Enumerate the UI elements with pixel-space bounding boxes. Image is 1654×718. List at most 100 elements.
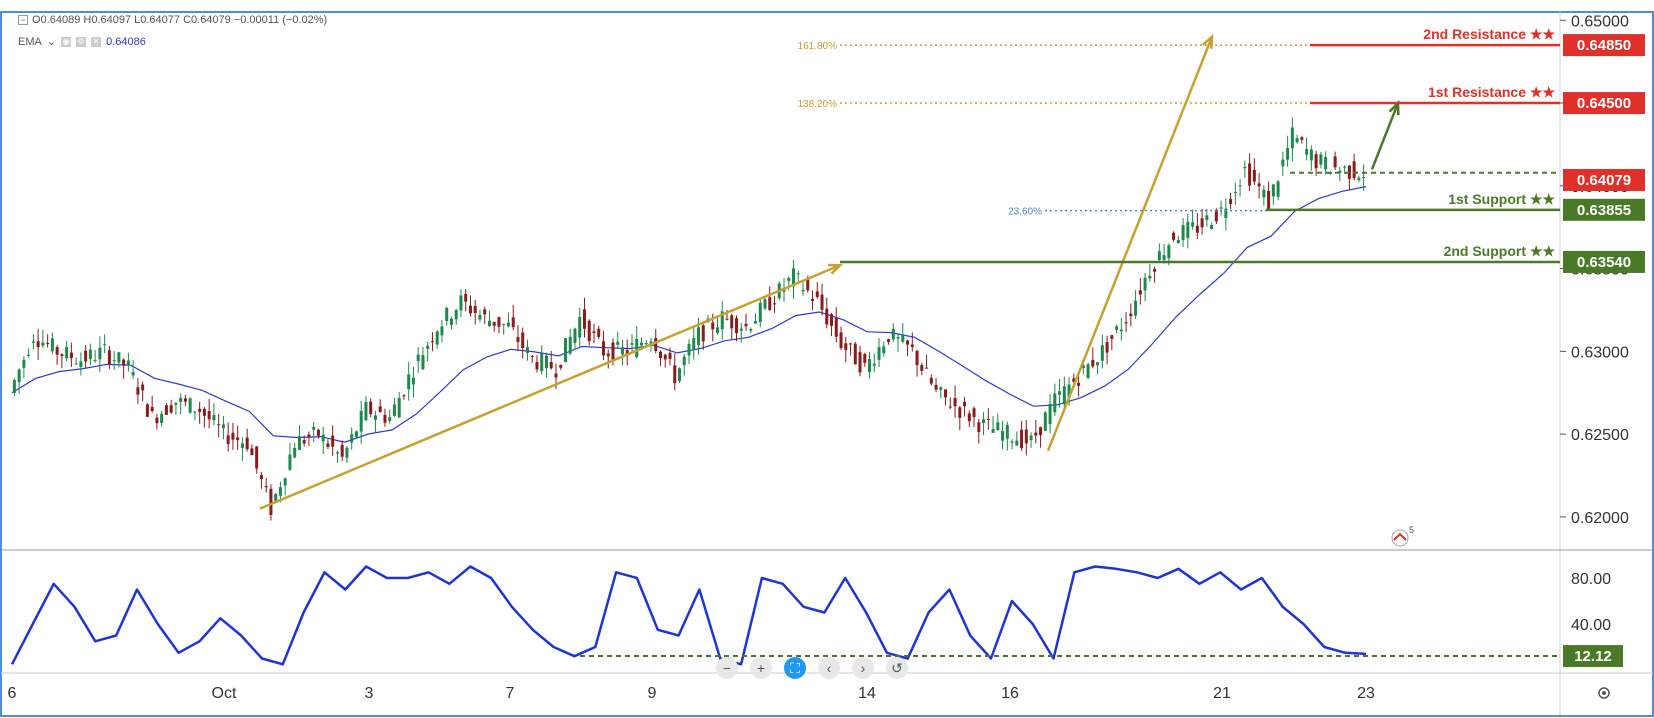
level-label-s1: 1st Support ★★	[1448, 191, 1555, 207]
price-tick-label: 0.62000	[1571, 510, 1629, 527]
candle-body	[236, 437, 240, 441]
candle-body	[573, 328, 577, 344]
candle-body	[1020, 429, 1024, 449]
candle-body	[896, 336, 900, 339]
candle-body	[179, 397, 183, 402]
candle-body	[1138, 290, 1142, 295]
candle-body	[1309, 149, 1313, 161]
candle-body	[1039, 427, 1043, 436]
candle-body	[559, 364, 563, 368]
date-tick-label: 9	[648, 685, 657, 702]
candle-body	[616, 341, 620, 345]
candle-body	[1029, 435, 1033, 441]
candles	[12, 117, 1366, 521]
collapse-icon[interactable]: −	[18, 15, 28, 25]
candle-body	[948, 406, 952, 408]
candle-body	[1157, 251, 1161, 261]
candle-body	[435, 331, 439, 345]
candle-body	[687, 343, 691, 356]
fib-label: 161.80%	[798, 41, 838, 52]
candle-body	[853, 343, 857, 365]
candle-body	[1053, 393, 1057, 413]
candle-body	[1262, 189, 1266, 198]
candle-body	[1119, 329, 1123, 332]
candle-body	[245, 437, 249, 450]
eye-icon[interactable]: ◉	[61, 36, 72, 47]
candle-body	[996, 422, 1000, 430]
date-tick-label: Oct	[212, 685, 237, 702]
candle-body	[1319, 154, 1323, 165]
candle-body	[906, 340, 910, 345]
zoom-in-button[interactable]: +	[750, 657, 772, 679]
candle-body	[1286, 147, 1290, 160]
candle-body	[202, 408, 206, 416]
candle-body	[321, 434, 325, 442]
date-tick-label: 7	[506, 685, 515, 702]
settings-small-icon[interactable]: ⚙	[76, 36, 87, 47]
candle-body	[221, 424, 225, 429]
candle-body	[1153, 268, 1157, 272]
candle-body	[578, 316, 582, 338]
candle-body	[1300, 137, 1304, 140]
candle-body	[877, 347, 881, 360]
candle-body	[1210, 225, 1214, 229]
chart-controls: − + ⛶ ‹ › ↺	[716, 657, 908, 679]
candle-body	[1181, 225, 1185, 241]
candle-body	[269, 488, 273, 516]
close-icon[interactable]: ✕	[91, 36, 102, 47]
oscillator-value-label: 12.12	[1574, 648, 1612, 665]
gear-icon[interactable]	[1598, 687, 1610, 699]
candle-body	[1024, 429, 1028, 444]
candle-body	[682, 356, 686, 366]
candle-body	[426, 345, 430, 349]
candle-body	[549, 361, 553, 369]
candle-body	[364, 402, 368, 421]
candle-body	[107, 350, 111, 365]
candle-body	[421, 355, 425, 370]
fullscreen-button[interactable]: ⛶	[784, 657, 806, 679]
candle-body	[1290, 127, 1294, 149]
candle-body	[506, 322, 510, 327]
candle-body	[692, 338, 696, 350]
candle-body	[350, 434, 354, 443]
candle-body	[492, 321, 496, 326]
candle-body	[69, 352, 73, 359]
candle-body	[93, 359, 97, 362]
candle-body	[264, 485, 268, 488]
ohlc-values: O0.64089 H0.64097 L0.64077 C0.64079 −0.0…	[32, 14, 328, 26]
ema-label[interactable]: EMA	[18, 35, 42, 48]
candle-body	[1100, 345, 1104, 361]
candle-body	[36, 341, 40, 348]
scroll-left-button[interactable]: ‹	[818, 657, 840, 679]
candle-body	[587, 320, 591, 342]
candle-body	[863, 353, 867, 363]
reset-button[interactable]: ↺	[886, 657, 908, 679]
candle-body	[183, 398, 187, 402]
candle-body	[502, 323, 506, 325]
candle-body	[749, 329, 753, 331]
candle-body	[1124, 322, 1128, 324]
date-axis: 6 Oct 3 7 9 14 16 21 23	[8, 685, 1375, 702]
chevron-down-icon[interactable]: ⌄	[46, 36, 57, 48]
candle-body	[654, 337, 658, 351]
level-tag-s1	[1563, 198, 1645, 221]
candle-body	[511, 317, 515, 328]
candle-body	[730, 315, 734, 329]
price-tick-label: 0.65000	[1571, 13, 1629, 30]
current-price-label: 0.64079	[1577, 172, 1631, 189]
candle-body	[459, 295, 463, 311]
candle-body	[388, 417, 392, 422]
candle-body	[487, 320, 491, 327]
candle-body	[22, 359, 26, 368]
candle-body	[17, 369, 21, 383]
badge-icon[interactable]: 5	[1391, 525, 1414, 547]
candle-body	[739, 328, 743, 331]
zoom-out-button[interactable]: −	[716, 657, 738, 679]
candle-body	[407, 374, 411, 390]
candle-body	[293, 447, 297, 458]
candle-body	[478, 315, 482, 320]
candle-body	[592, 331, 596, 333]
candle-body	[193, 411, 197, 413]
level-tag-r2	[1563, 34, 1645, 57]
scroll-right-button[interactable]: ›	[852, 657, 874, 679]
